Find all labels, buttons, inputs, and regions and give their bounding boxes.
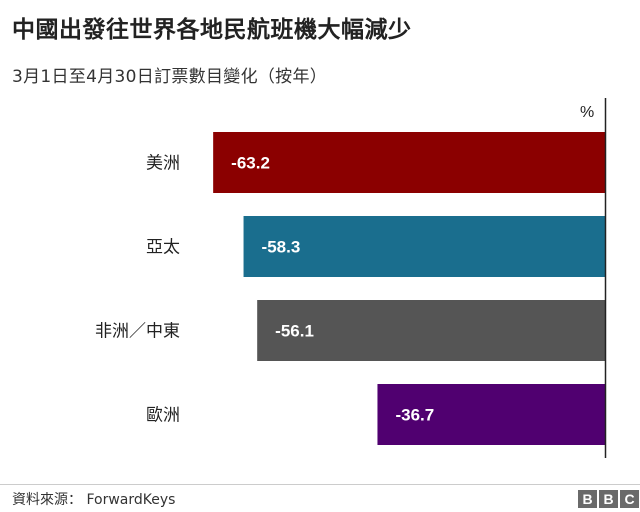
data-label: -58.3 bbox=[262, 238, 301, 257]
unit-label: % bbox=[580, 104, 594, 121]
logo-letter: B bbox=[578, 490, 597, 508]
footer-divider bbox=[0, 484, 640, 485]
data-label: -36.7 bbox=[395, 406, 434, 425]
logo-letter: C bbox=[620, 490, 639, 508]
category-label: 非洲／中東 bbox=[95, 322, 180, 342]
data-label: -56.1 bbox=[275, 322, 314, 341]
source-note: 資料來源： ForwardKeys bbox=[12, 492, 176, 508]
bar bbox=[377, 384, 605, 445]
data-label: -63.2 bbox=[231, 154, 270, 173]
chart-title: 中國出發往世界各地民航班機大幅減少 bbox=[12, 17, 412, 43]
category-label: 亞太 bbox=[146, 238, 180, 258]
logo-letter: B bbox=[599, 490, 618, 508]
chart-subtitle: 3月1日至4月30日訂票數目變化（按年） bbox=[12, 67, 328, 87]
bar bbox=[213, 132, 605, 193]
category-label: 歐洲 bbox=[146, 406, 180, 426]
category-label: 美洲 bbox=[146, 154, 180, 174]
bbc-logo: B B C bbox=[578, 490, 639, 508]
bar bbox=[243, 216, 606, 277]
bar bbox=[257, 300, 605, 361]
